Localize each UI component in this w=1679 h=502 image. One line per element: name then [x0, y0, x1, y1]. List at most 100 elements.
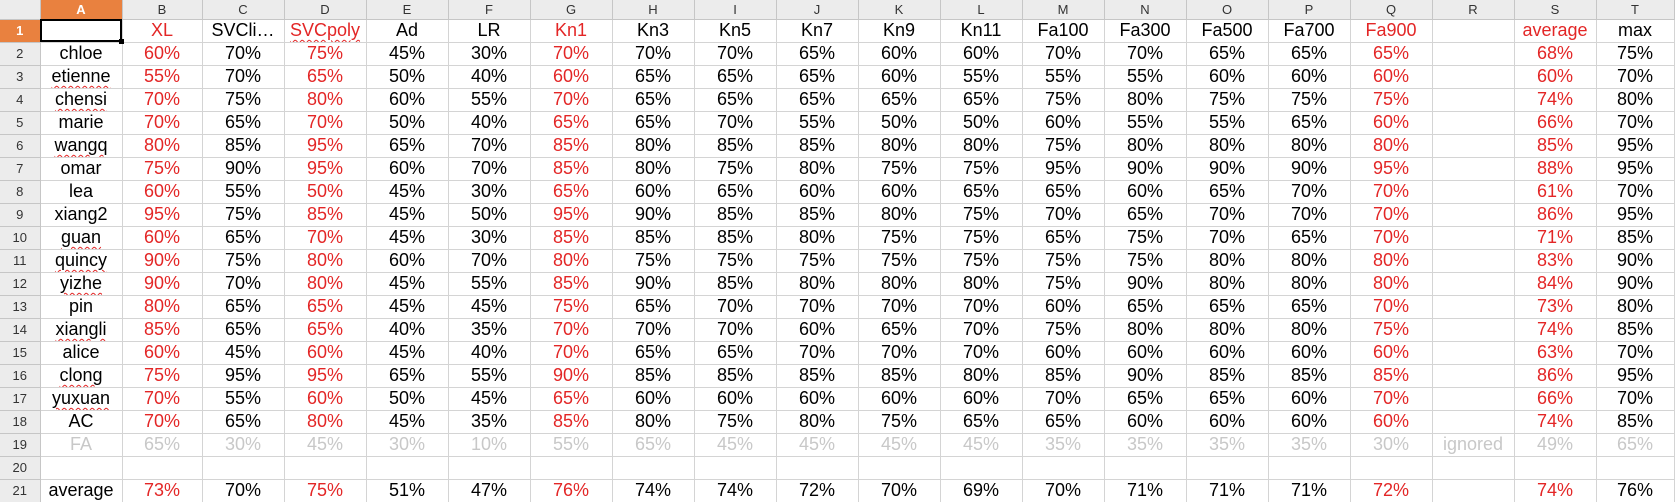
cell-s20[interactable]	[1513, 455, 1597, 480]
cell-p13[interactable]: 65%	[1267, 294, 1351, 319]
cell-b10[interactable]: 60%	[121, 225, 203, 250]
cell-f8[interactable]: 30%	[447, 179, 531, 204]
row-header-10[interactable]: 10	[0, 225, 41, 250]
cell-c10[interactable]: 65%	[201, 225, 285, 250]
cell-g2[interactable]: 70%	[529, 41, 613, 66]
cell-q12[interactable]: 80%	[1349, 271, 1433, 296]
cell-m17[interactable]: 70%	[1021, 386, 1105, 411]
row-header-7[interactable]: 7	[0, 156, 41, 181]
cell-e14[interactable]: 40%	[365, 317, 449, 342]
cell-g10[interactable]: 85%	[529, 225, 613, 250]
cell-e17[interactable]: 50%	[365, 386, 449, 411]
select-all-corner[interactable]	[0, 0, 41, 20]
row-header-13[interactable]: 13	[0, 294, 41, 319]
cell-k20[interactable]	[857, 455, 941, 480]
cell-m7[interactable]: 95%	[1021, 156, 1105, 181]
column-header-b[interactable]: B	[121, 0, 203, 20]
cell-l7[interactable]: 75%	[939, 156, 1023, 181]
cell-o8[interactable]: 65%	[1185, 179, 1269, 204]
column-header-n[interactable]: N	[1103, 0, 1187, 20]
cell-n7[interactable]: 90%	[1103, 156, 1187, 181]
cell-f10[interactable]: 30%	[447, 225, 531, 250]
cell-h16[interactable]: 85%	[611, 363, 695, 388]
cell-a20[interactable]	[39, 455, 123, 480]
cell-t9[interactable]: 95%	[1595, 202, 1675, 227]
cell-s11[interactable]: 83%	[1513, 248, 1597, 273]
cell-c16[interactable]: 95%	[201, 363, 285, 388]
cell-k1[interactable]: Kn9	[857, 18, 941, 43]
column-header-h[interactable]: H	[611, 0, 695, 20]
column-header-f[interactable]: F	[447, 0, 531, 20]
cell-n6[interactable]: 80%	[1103, 133, 1187, 158]
cell-t14[interactable]: 85%	[1595, 317, 1675, 342]
cell-p21[interactable]: 71%	[1267, 478, 1351, 502]
cell-j8[interactable]: 60%	[775, 179, 859, 204]
cell-b7[interactable]: 75%	[121, 156, 203, 181]
cell-m11[interactable]: 75%	[1021, 248, 1105, 273]
cell-k5[interactable]: 50%	[857, 110, 941, 135]
cell-e18[interactable]: 45%	[365, 409, 449, 434]
cell-l14[interactable]: 70%	[939, 317, 1023, 342]
cell-t10[interactable]: 85%	[1595, 225, 1675, 250]
cell-t12[interactable]: 90%	[1595, 271, 1675, 296]
cell-k14[interactable]: 65%	[857, 317, 941, 342]
cell-l3[interactable]: 55%	[939, 64, 1023, 89]
cell-o3[interactable]: 60%	[1185, 64, 1269, 89]
cell-b5[interactable]: 70%	[121, 110, 203, 135]
cell-e3[interactable]: 50%	[365, 64, 449, 89]
cell-j4[interactable]: 65%	[775, 87, 859, 112]
column-header-k[interactable]: K	[857, 0, 941, 20]
cell-a18[interactable]: AC	[39, 409, 123, 434]
cell-s9[interactable]: 86%	[1513, 202, 1597, 227]
cell-t17[interactable]: 70%	[1595, 386, 1675, 411]
cell-p15[interactable]: 60%	[1267, 340, 1351, 365]
cell-i20[interactable]	[693, 455, 777, 480]
cell-f1[interactable]: LR	[447, 18, 531, 43]
cell-c13[interactable]: 65%	[201, 294, 285, 319]
cell-r7[interactable]	[1431, 156, 1515, 181]
cell-q4[interactable]: 75%	[1349, 87, 1433, 112]
cell-o4[interactable]: 75%	[1185, 87, 1269, 112]
cell-m18[interactable]: 65%	[1021, 409, 1105, 434]
column-header-i[interactable]: I	[693, 0, 777, 20]
cell-i9[interactable]: 85%	[693, 202, 777, 227]
cell-e1[interactable]: Ad	[365, 18, 449, 43]
cell-h20[interactable]	[611, 455, 695, 480]
column-header-t[interactable]: T	[1595, 0, 1675, 20]
cell-f14[interactable]: 35%	[447, 317, 531, 342]
cell-r21[interactable]	[1431, 478, 1515, 502]
cell-i6[interactable]: 85%	[693, 133, 777, 158]
cell-j17[interactable]: 60%	[775, 386, 859, 411]
cell-r1[interactable]	[1431, 18, 1515, 43]
cell-d20[interactable]	[283, 455, 367, 480]
column-header-a[interactable]: A	[39, 0, 123, 20]
cell-t2[interactable]: 75%	[1595, 41, 1675, 66]
cell-a11[interactable]: quincy	[39, 248, 123, 273]
cell-q11[interactable]: 80%	[1349, 248, 1433, 273]
cell-j2[interactable]: 65%	[775, 41, 859, 66]
cell-s13[interactable]: 73%	[1513, 294, 1597, 319]
cell-p2[interactable]: 65%	[1267, 41, 1351, 66]
cell-g16[interactable]: 90%	[529, 363, 613, 388]
cell-t4[interactable]: 80%	[1595, 87, 1675, 112]
cell-r3[interactable]	[1431, 64, 1515, 89]
cell-j11[interactable]: 75%	[775, 248, 859, 273]
cell-l16[interactable]: 80%	[939, 363, 1023, 388]
cell-l13[interactable]: 70%	[939, 294, 1023, 319]
cell-l19[interactable]: 45%	[939, 432, 1023, 457]
cell-k18[interactable]: 75%	[857, 409, 941, 434]
cell-j9[interactable]: 85%	[775, 202, 859, 227]
cell-l21[interactable]: 69%	[939, 478, 1023, 502]
cell-c11[interactable]: 75%	[201, 248, 285, 273]
cell-e16[interactable]: 65%	[365, 363, 449, 388]
column-header-l[interactable]: L	[939, 0, 1023, 20]
cell-q17[interactable]: 70%	[1349, 386, 1433, 411]
cell-b20[interactable]	[121, 455, 203, 480]
cell-a21[interactable]: average	[39, 478, 123, 502]
cell-h10[interactable]: 85%	[611, 225, 695, 250]
cell-b16[interactable]: 75%	[121, 363, 203, 388]
cell-l11[interactable]: 75%	[939, 248, 1023, 273]
cell-o16[interactable]: 85%	[1185, 363, 1269, 388]
cell-k21[interactable]: 70%	[857, 478, 941, 502]
